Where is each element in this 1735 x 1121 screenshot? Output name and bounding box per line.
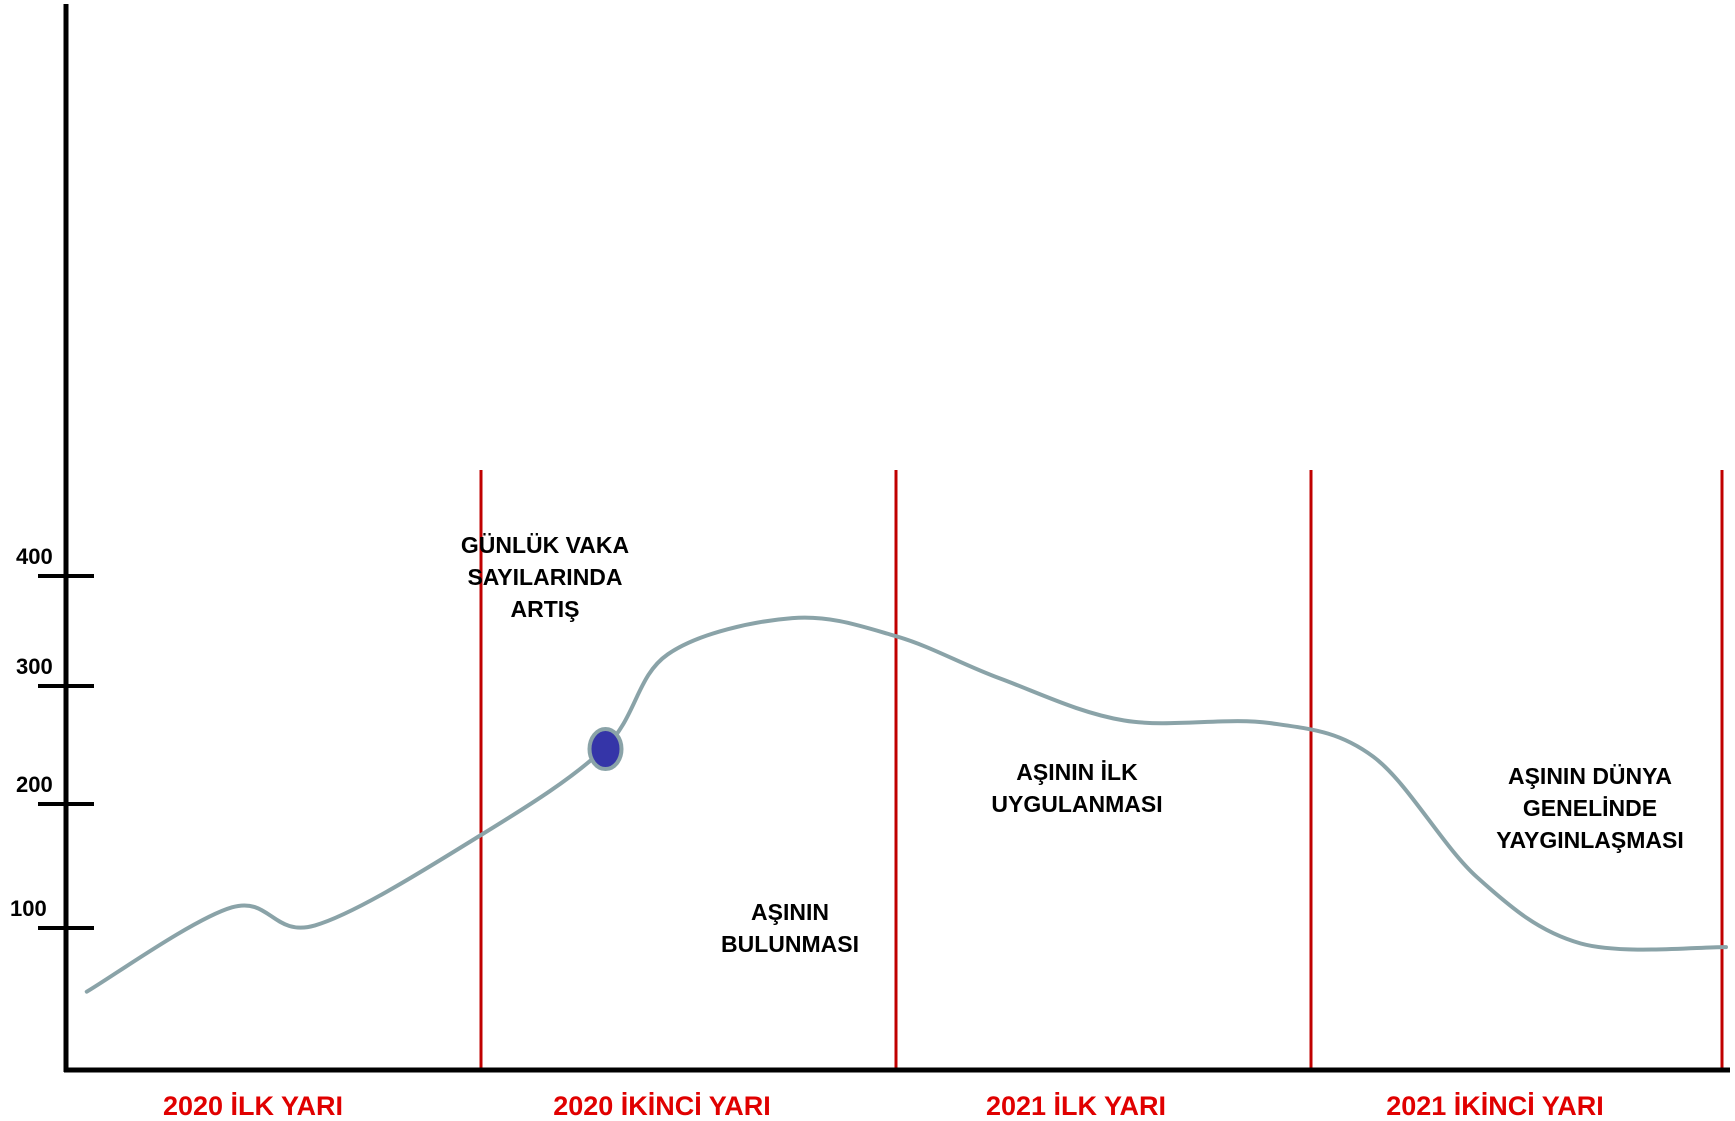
y-tick-label: 100: [10, 896, 47, 921]
annotation-text: YAYGINLAŞMASI: [1496, 827, 1683, 853]
period-label: 2020 İKİNCİ YARI: [553, 1091, 771, 1121]
annotation-text: AŞININ İLK: [1016, 759, 1138, 785]
period-label: 2021 İLK YARI: [986, 1091, 1166, 1121]
period-label: 2021 İKİNCİ YARI: [1386, 1091, 1604, 1121]
annotation-text: AŞININ: [751, 899, 829, 925]
annotation-text: UYGULANMASI: [991, 791, 1162, 817]
annotation-text: ARTIŞ: [511, 596, 580, 622]
y-tick-label: 400: [16, 544, 53, 569]
highlight-marker: [587, 727, 624, 772]
series-line: [84, 615, 1728, 994]
annotation-text: BULUNMASI: [721, 931, 859, 957]
y-tick-label: 200: [16, 772, 53, 797]
annotation-text: GÜNLÜK VAKA: [461, 532, 629, 558]
annotation-text: GENELİNDE: [1523, 795, 1657, 821]
annotation-text: SAYILARINDA: [467, 564, 622, 590]
y-tick-label: 300: [16, 654, 53, 679]
annotation-text: AŞININ DÜNYA: [1508, 763, 1672, 789]
period-label: 2020 İLK YARI: [163, 1091, 343, 1121]
